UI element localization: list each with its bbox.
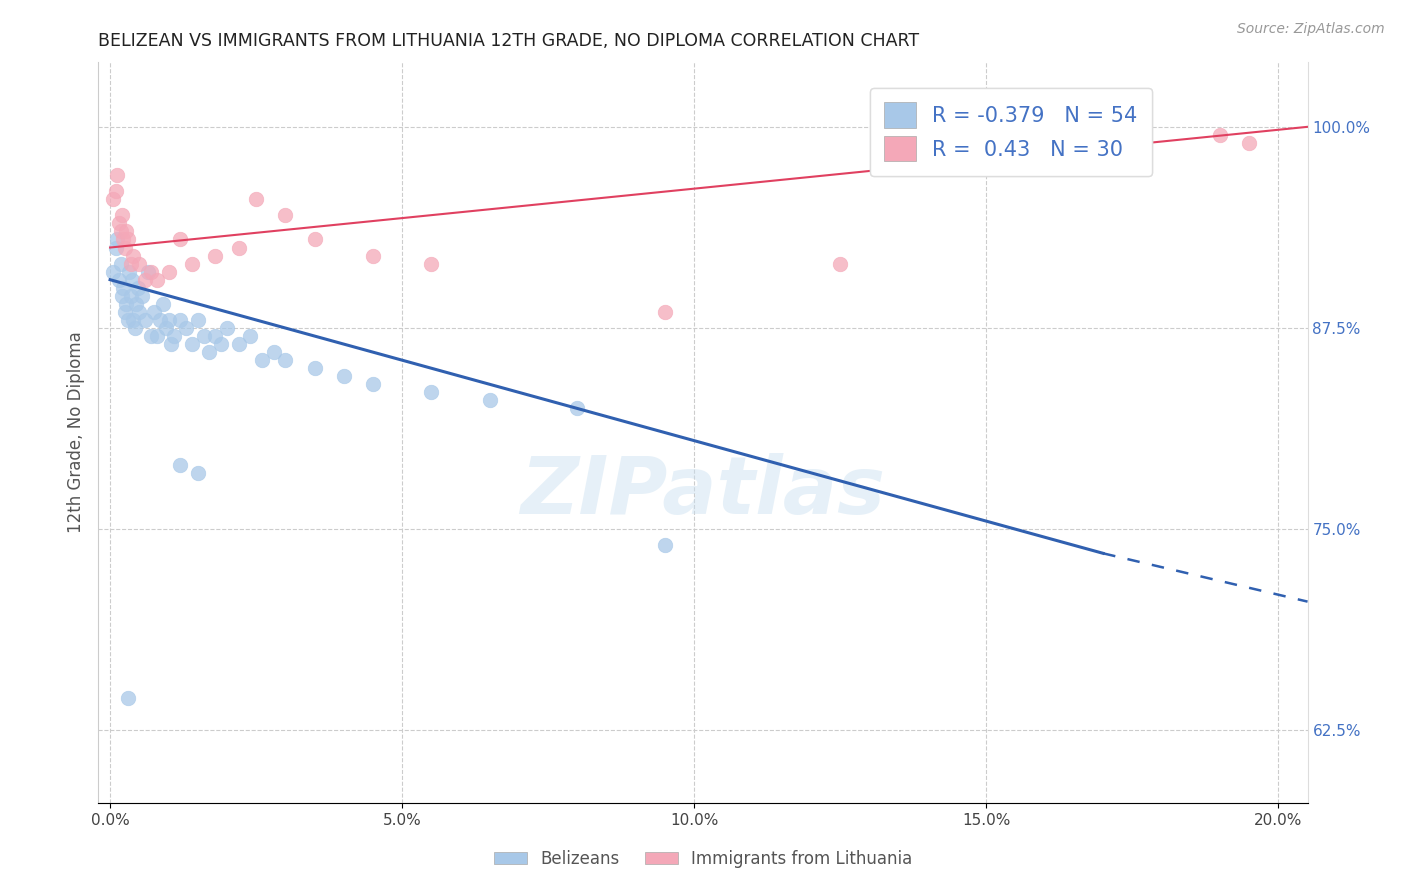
Point (128, 305, 150, 319)
Point (478, 393, 501, 408)
Point (120, 257, 142, 271)
Point (114, 240, 136, 255)
Point (274, 208, 297, 222)
Point (157, 313, 180, 327)
Point (1209, 128, 1232, 142)
Point (163, 329, 186, 343)
Point (239, 329, 262, 343)
Point (198, 345, 221, 359)
Point (104, 240, 127, 255)
Point (111, 232, 134, 246)
Point (169, 313, 191, 327)
Point (125, 297, 148, 311)
Point (121, 273, 143, 287)
Point (128, 257, 150, 271)
Point (122, 249, 145, 263)
Point (420, 385, 443, 400)
Point (304, 232, 326, 246)
Point (111, 208, 134, 222)
Legend: R = -0.379   N = 54, R =  0.43   N = 30: R = -0.379 N = 54, R = 0.43 N = 30 (870, 87, 1152, 176)
Point (117, 691, 139, 706)
Point (136, 265, 159, 279)
Point (105, 232, 128, 246)
Point (111, 281, 134, 295)
Point (169, 458, 191, 472)
Point (120, 289, 142, 303)
Point (115, 297, 138, 311)
Point (228, 337, 250, 351)
Point (654, 305, 676, 319)
Point (131, 289, 153, 303)
Point (169, 232, 191, 246)
Point (304, 361, 326, 376)
Point (245, 192, 267, 206)
Text: ZIPatlas: ZIPatlas (520, 453, 886, 531)
Point (146, 329, 169, 343)
Point (152, 297, 174, 311)
Point (149, 313, 172, 327)
Point (139, 329, 162, 343)
Point (193, 329, 215, 343)
Point (110, 257, 132, 271)
Point (117, 232, 139, 246)
Text: BELIZEAN VS IMMIGRANTS FROM LITHUANIA 12TH GRADE, NO DIPLOMA CORRELATION CHART: BELIZEAN VS IMMIGRANTS FROM LITHUANIA 12… (98, 32, 920, 50)
Point (134, 313, 156, 327)
Point (117, 313, 139, 327)
Point (104, 184, 127, 198)
Point (567, 401, 589, 416)
Point (830, 257, 852, 271)
Point (111, 289, 134, 303)
Point (115, 224, 138, 238)
Point (228, 240, 250, 255)
Point (274, 353, 297, 368)
Point (204, 249, 226, 263)
Point (127, 281, 149, 295)
Point (209, 337, 232, 351)
Point (250, 353, 273, 368)
Point (420, 257, 443, 271)
Point (361, 249, 384, 263)
Point (215, 321, 238, 335)
Point (160, 337, 183, 351)
Point (110, 224, 132, 238)
Point (139, 265, 162, 279)
Legend: Belizeans, Immigrants from Lithuania: Belizeans, Immigrants from Lithuania (486, 844, 920, 875)
Point (1237, 136, 1260, 150)
Point (122, 313, 145, 327)
Point (155, 321, 177, 335)
Point (180, 257, 202, 271)
Point (146, 273, 169, 287)
Point (124, 321, 146, 335)
Point (187, 313, 209, 327)
Y-axis label: 12th Grade, No Diploma: 12th Grade, No Diploma (66, 332, 84, 533)
Point (134, 273, 156, 287)
Point (187, 466, 209, 480)
Point (361, 377, 384, 392)
Point (101, 265, 124, 279)
Point (157, 265, 180, 279)
Point (174, 321, 197, 335)
Point (204, 329, 226, 343)
Point (263, 345, 285, 359)
Point (142, 305, 165, 319)
Point (101, 192, 124, 206)
Point (108, 273, 131, 287)
Point (180, 337, 202, 351)
Point (108, 216, 131, 230)
Point (332, 369, 354, 384)
Point (654, 538, 676, 552)
Text: Source: ZipAtlas.com: Source: ZipAtlas.com (1237, 22, 1385, 37)
Point (105, 168, 128, 182)
Point (118, 265, 141, 279)
Point (114, 305, 136, 319)
